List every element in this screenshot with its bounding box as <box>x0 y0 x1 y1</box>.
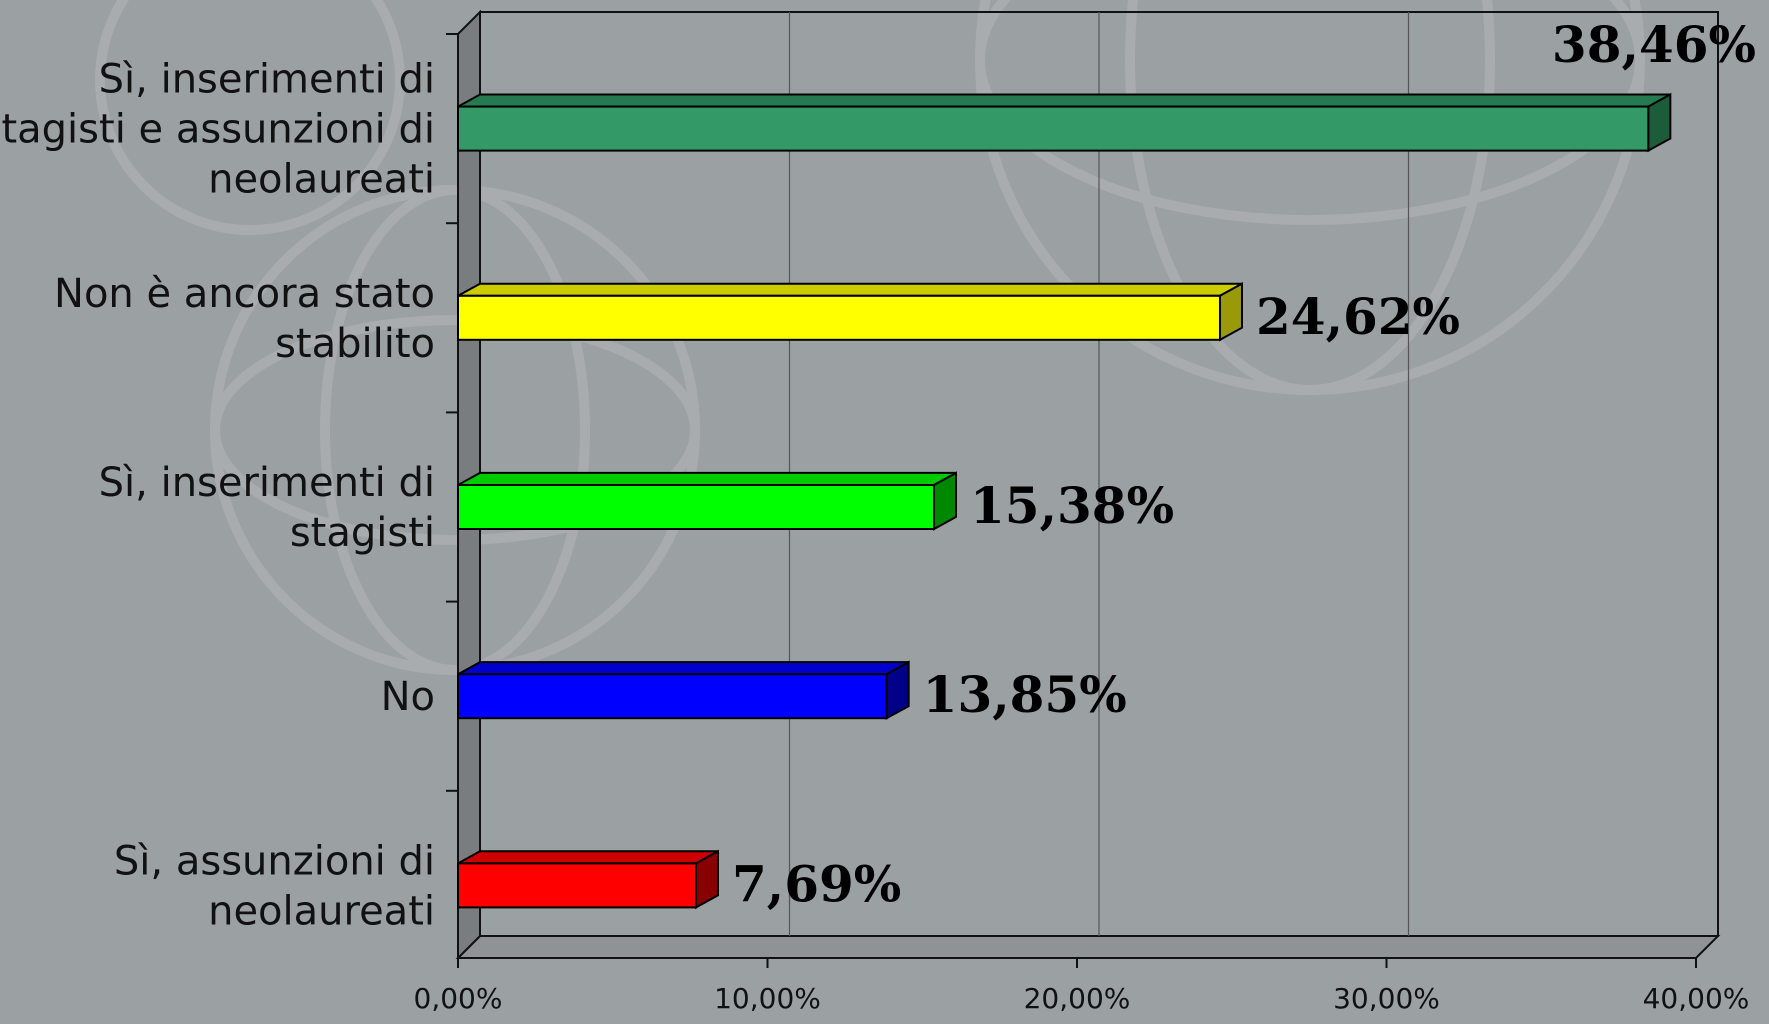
x-tick-label: 0,00% <box>414 982 503 1015</box>
category-label-line: neolaureati <box>208 157 435 203</box>
category-label-line: stabilito <box>275 321 435 367</box>
x-tick-label: 40,00% <box>1643 982 1750 1015</box>
category-label: Non è ancora stato stabilito <box>54 271 435 367</box>
data-label: 7,69% <box>732 854 901 913</box>
bar <box>457 294 1221 341</box>
category-label: Sì, inserimenti di stagisti e assunzioni … <box>0 57 435 203</box>
bar-top <box>457 93 1671 108</box>
background-decoration <box>95 0 1645 675</box>
category-label-line: stagisti <box>290 510 435 556</box>
bar <box>457 105 1650 152</box>
category-label-line: stagisti e assunzioni di <box>0 107 435 153</box>
bar-top <box>457 471 957 486</box>
category-label-line: Non è ancora stato <box>54 271 435 317</box>
data-label: 24,62% <box>1256 287 1460 346</box>
category-label-line: neolaureati <box>208 888 435 934</box>
bar-top <box>457 850 719 865</box>
category-label: No <box>381 674 435 720</box>
bar <box>457 484 936 530</box>
data-label: 13,85% <box>923 665 1127 724</box>
category-label: Sì, inserimenti di stagisti <box>99 460 435 556</box>
chart-floor <box>455 935 1721 959</box>
category-label-line: No <box>381 674 435 720</box>
data-label: 38,46% <box>1552 15 1756 74</box>
bar <box>457 673 888 720</box>
x-tick-label: 30,00% <box>1333 982 1440 1015</box>
bar-top <box>457 661 910 676</box>
category-label-line: Sì, inserimenti di <box>99 460 435 506</box>
data-label: 15,38% <box>970 476 1174 535</box>
plot-area: 0,00% 10,00% 20,00% 30,00% 40,00% 38,46% Sì, i… <box>0 9 1756 1015</box>
x-tick-label: 10,00% <box>714 982 821 1015</box>
category-label-line: Sì, assunzioni di <box>114 838 435 884</box>
bar-top <box>457 282 1243 297</box>
category-label: Sì, assunzioni di neolaureati <box>114 838 435 934</box>
bar <box>457 862 698 909</box>
x-tick-label: 20,00% <box>1024 982 1131 1015</box>
category-label-line: Sì, inserimenti di <box>99 57 435 103</box>
